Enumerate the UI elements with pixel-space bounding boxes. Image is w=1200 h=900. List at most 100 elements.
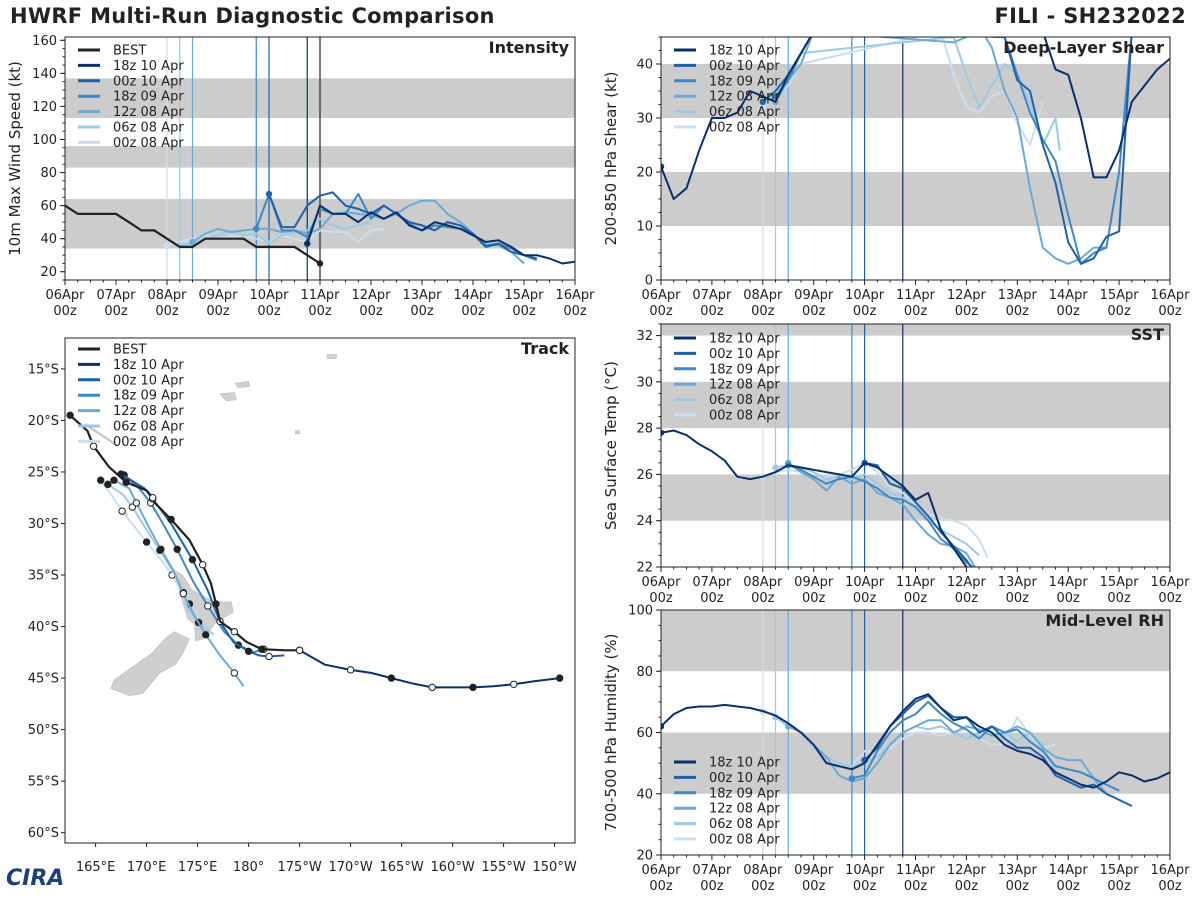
track-position-marker <box>212 600 220 608</box>
lat-tick-label: 35°S <box>28 569 59 584</box>
threshold-band <box>661 381 1170 429</box>
x-tick-label: 00z <box>700 304 724 319</box>
x-tick-label: 12Apr <box>351 288 391 303</box>
x-tick-label: 00z <box>751 304 775 319</box>
panel-title: Track <box>521 339 569 358</box>
legend-label: 12z 08 Apr <box>113 105 184 120</box>
series-start-marker <box>265 190 273 198</box>
x-tick-label: 16Apr <box>555 288 595 303</box>
track-position-marker <box>230 628 239 636</box>
x-tick-label: 13Apr <box>998 575 1038 590</box>
intensity-panel: 2040608010012014016006Apr00z07Apr00z08Ap… <box>6 34 595 319</box>
legend-label: 18z 10 Apr <box>113 358 184 373</box>
y-tick-label: 80 <box>40 166 57 181</box>
track-position-marker <box>346 666 355 674</box>
x-tick-label: 07Apr <box>692 863 732 878</box>
y-axis-label: Sea Surface Temp (°C) <box>602 361 620 530</box>
track-position-marker <box>110 476 118 484</box>
track-position-marker <box>179 589 188 598</box>
x-tick-label: 06Apr <box>641 863 681 878</box>
x-tick-label: 00z <box>700 879 724 894</box>
series-start-marker <box>253 225 260 232</box>
lon-tick-label: 150°W <box>533 860 577 875</box>
lat-tick-label: 15°S <box>28 362 59 377</box>
series-line <box>661 37 1170 200</box>
legend-label: 12z 08 Apr <box>709 378 780 393</box>
x-tick-label: 13Apr <box>402 288 442 303</box>
rh-panel: 2040608010006Apr00z07Apr00z08Apr00z09Apr… <box>602 604 1190 895</box>
lon-tick-label: 180° <box>233 860 264 875</box>
x-tick-label: 00z <box>53 304 77 319</box>
track-position-marker <box>510 680 518 688</box>
x-tick-label: 08Apr <box>743 288 783 303</box>
land-new-zealand-south-island <box>110 631 190 696</box>
x-tick-label: 00z <box>104 304 128 319</box>
threshold-band <box>661 474 1170 521</box>
legend-label: 00z 08 Apr <box>709 409 780 424</box>
lat-tick-label: 20°S <box>28 414 59 429</box>
threshold-band <box>661 172 1170 226</box>
legend-label: 12z 08 Apr <box>709 90 780 105</box>
y-tick-label: 60 <box>636 726 653 741</box>
x-tick-label: 00z <box>904 304 928 319</box>
x-tick-label: 00z <box>649 591 673 606</box>
x-tick-label: 10Apr <box>845 288 885 303</box>
y-tick-label: 24 <box>636 514 653 529</box>
panel-title: SST <box>1131 325 1164 344</box>
x-tick-label: 14Apr <box>1049 863 1089 878</box>
legend-label: 00z 10 Apr <box>113 373 184 388</box>
legend-label: 06z 08 Apr <box>709 105 780 120</box>
x-tick-label: 00z <box>955 304 979 319</box>
x-tick-label: 00z <box>904 879 928 894</box>
best-end-marker <box>316 260 324 267</box>
lon-tick-label: 155°W <box>482 860 526 875</box>
y-tick-label: 22 <box>636 561 653 576</box>
y-tick-label: 140 <box>32 67 57 82</box>
x-tick-label: 10Apr <box>249 288 289 303</box>
y-axis-label: 10m Max Wind Speed (kt) <box>6 61 24 256</box>
series-line <box>851 700 1120 792</box>
legend-label: 12z 08 Apr <box>113 404 184 419</box>
lon-tick-label: 170°W <box>329 860 373 875</box>
x-tick-label: 00z <box>410 304 434 319</box>
x-tick-label: 10Apr <box>845 575 885 590</box>
x-tick-label: 00z <box>700 591 724 606</box>
x-tick-label: 00z <box>751 879 775 894</box>
y-tick-label: 28 <box>636 422 653 437</box>
land-samoa <box>326 354 337 359</box>
x-tick-label: 00z <box>1107 879 1131 894</box>
x-tick-label: 16Apr <box>1150 575 1190 590</box>
track-position-marker <box>157 545 165 553</box>
legend-label: 06z 08 Apr <box>709 817 780 832</box>
shear-plot-area <box>661 37 1170 280</box>
lat-tick-label: 60°S <box>28 826 59 841</box>
x-tick-label: 15Apr <box>1100 288 1140 303</box>
legend-label: 18z 09 Apr <box>709 362 780 377</box>
y-tick-label: 160 <box>32 34 57 49</box>
x-tick-label: 00z <box>853 591 877 606</box>
track-position-marker <box>188 555 197 564</box>
x-tick-label: 00z <box>1006 304 1030 319</box>
figure-title: HWRF Multi-Run Diagnostic Comparison <box>10 4 495 28</box>
x-tick-label: 00z <box>1006 591 1030 606</box>
x-tick-label: 00z <box>1107 304 1131 319</box>
x-tick-label: 00z <box>649 879 673 894</box>
x-tick-label: 00z <box>904 591 928 606</box>
x-tick-label: 00z <box>155 304 179 319</box>
x-tick-label: 12Apr <box>947 288 987 303</box>
legend-label: 06z 08 Apr <box>113 121 184 136</box>
x-tick-label: 09Apr <box>198 288 238 303</box>
y-tick-label: 20 <box>636 166 653 181</box>
x-tick-label: 00z <box>853 304 877 319</box>
y-tick-label: 40 <box>636 787 653 802</box>
y-tick-label: 10 <box>636 220 653 235</box>
legend-label: 18z 10 Apr <box>709 44 780 59</box>
track-position-marker <box>142 538 151 546</box>
y-axis-label: 200-850 hPa Shear (kt) <box>602 72 620 246</box>
lon-tick-label: 175°E <box>178 860 218 875</box>
x-tick-label: 15Apr <box>1100 863 1140 878</box>
legend-label: 06z 08 Apr <box>113 420 184 435</box>
track-position-marker <box>66 411 74 419</box>
track-position-marker <box>295 646 304 654</box>
